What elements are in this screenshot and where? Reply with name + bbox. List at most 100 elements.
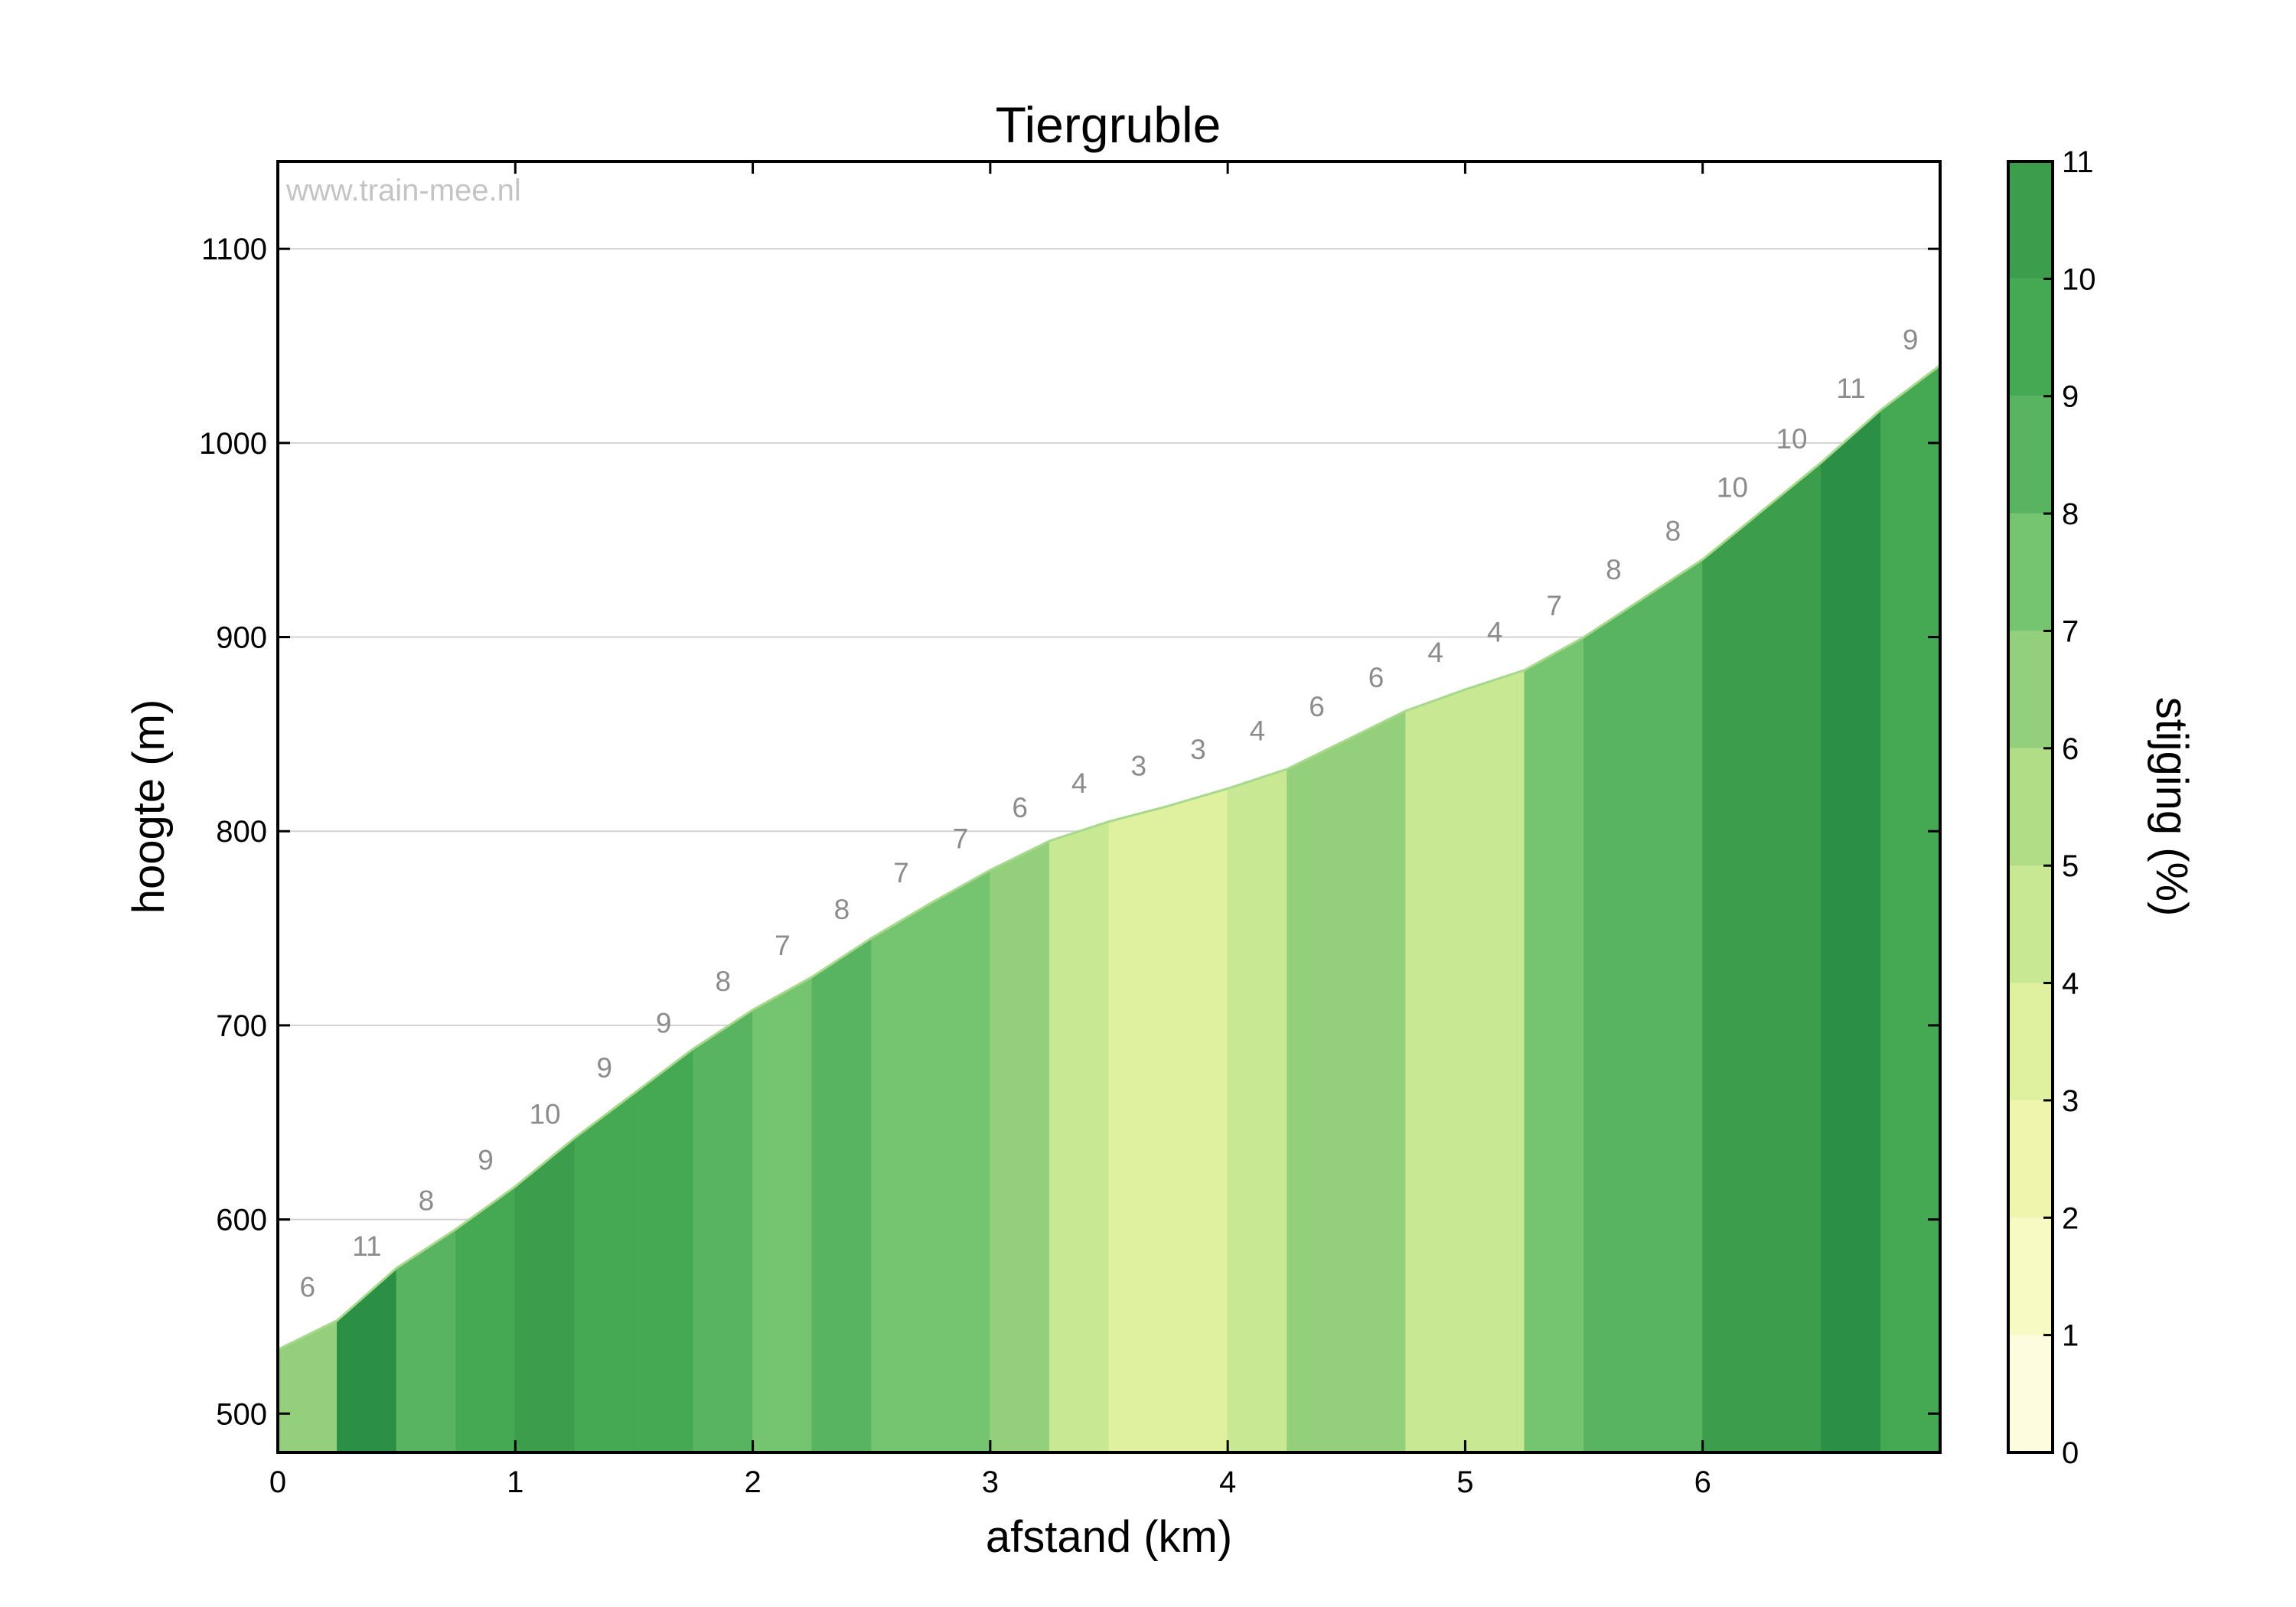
grade-label: 4 [1250,715,1266,747]
colorbar-band [2008,865,2053,983]
profile-segment [930,869,991,1453]
colorbar-tick-label: 4 [2062,967,2079,1001]
grade-label: 7 [893,857,909,888]
plot-frame [276,160,1942,1454]
profile-segment [1168,787,1228,1453]
colorbar-frame [2007,160,2054,1454]
profile-segment [1583,597,1644,1453]
colorbar-tick-label: 9 [2062,380,2079,414]
y-tick-label: 700 [216,1009,267,1043]
x-tick-label: 2 [744,1465,761,1499]
colorbar-band [2008,631,2053,748]
colorbar-tick-label: 2 [2062,1201,2079,1235]
profile-segment [1345,710,1407,1453]
x-axis-label: afstand (km) [986,1512,1232,1562]
grade-label: 8 [1606,554,1622,585]
profile-segment [1108,805,1169,1453]
y-tick-label: 500 [216,1397,267,1431]
colorbar-band [2008,748,2053,866]
grade-label: 4 [1071,768,1088,799]
y-tick-label: 900 [216,621,267,655]
profile-segment [1524,636,1585,1453]
y-tick-label: 1100 [201,233,267,266]
colorbar-tick-label: 10 [2062,262,2096,296]
colorbar-band [2008,396,2053,514]
profile-segment [1227,768,1288,1453]
profile-segment [633,1048,694,1453]
grade-label: 8 [834,894,850,925]
profile-segment [693,1009,754,1453]
grade-label: 11 [352,1231,381,1262]
x-tick-label: 1 [507,1465,523,1499]
grade-label: 10 [1717,471,1748,503]
y-tick-label: 800 [216,815,267,849]
colorbar-band [2008,1217,2053,1335]
grade-label: 6 [1368,662,1384,693]
grade-label: 7 [953,823,969,855]
profile-segment [871,902,931,1453]
grade-label: 8 [419,1185,435,1217]
profile-segment [1702,510,1763,1453]
profile-segment [1880,364,1941,1453]
grade-label: 6 [1012,792,1028,823]
colorbar-band [2008,161,2053,279]
colorbar-tick-label: 1 [2062,1319,2079,1353]
y-axis-label: hoogte (m) [124,699,174,914]
profile-segment [514,1136,576,1453]
profile-segment [1761,461,1822,1453]
grade-label: 10 [1776,423,1807,455]
profile-segment [455,1185,516,1453]
colorbar-band [2008,513,2053,631]
profile-segment [990,840,1050,1453]
colorbar-tick-label: 6 [2062,732,2079,766]
colorbar-band [2008,983,2053,1100]
grade-label: 4 [1427,637,1443,668]
x-tick-label: 5 [1456,1465,1473,1499]
grade-label: 7 [1546,590,1562,621]
grade-label: 10 [529,1099,560,1130]
grade-label: 6 [1309,691,1325,722]
grade-label: 4 [1487,616,1503,647]
grade-label: 7 [775,930,791,961]
profile-segment [752,976,813,1453]
colorbar-band [2008,279,2053,396]
profile-segment [1405,689,1466,1453]
profile-segment [811,937,872,1453]
colorbar-tick-label: 3 [2062,1084,2079,1118]
x-tick-label: 3 [982,1465,999,1499]
colorbar-tick-label: 0 [2062,1436,2079,1470]
colorbar-tick-label: 5 [2062,849,2079,883]
grade-label: 8 [715,966,731,997]
grade-label: 3 [1130,750,1146,781]
profile-segment [1287,739,1347,1453]
profile-segment [574,1092,634,1453]
x-tick-label: 0 [269,1465,286,1499]
profile-segment [1642,559,1704,1453]
colorbar-label: stijging (%) [2147,697,2197,917]
grade-label: 9 [1903,324,1919,356]
x-tick-label: 4 [1219,1465,1236,1499]
grade-label: 9 [656,1008,672,1039]
y-tick-label: 1000 [199,427,267,461]
profile-segment [1049,820,1110,1453]
colorbar-tick-label: 8 [2062,497,2079,531]
colorbar-band [2008,1335,2053,1452]
grade-label: 8 [1665,515,1681,546]
grade-label: 9 [596,1052,612,1084]
x-tick-label: 6 [1694,1465,1711,1499]
colorbar-tick-label: 11 [2062,145,2094,179]
grade-label: 6 [299,1272,315,1303]
profile-segment [1821,409,1881,1453]
profile-segment [277,1319,338,1453]
grade-label: 3 [1190,734,1206,765]
grade-label: 9 [478,1144,494,1175]
profile-line [277,364,1941,1351]
grade-label: 11 [1836,373,1865,404]
watermark: www.train-mee.nl [285,174,521,207]
y-tick-label: 600 [216,1204,267,1237]
colorbar-tick-label: 7 [2062,614,2079,648]
chart-title: Tiergruble [996,96,1221,153]
colorbar-band [2008,1100,2053,1218]
profile-segment [1464,669,1525,1453]
